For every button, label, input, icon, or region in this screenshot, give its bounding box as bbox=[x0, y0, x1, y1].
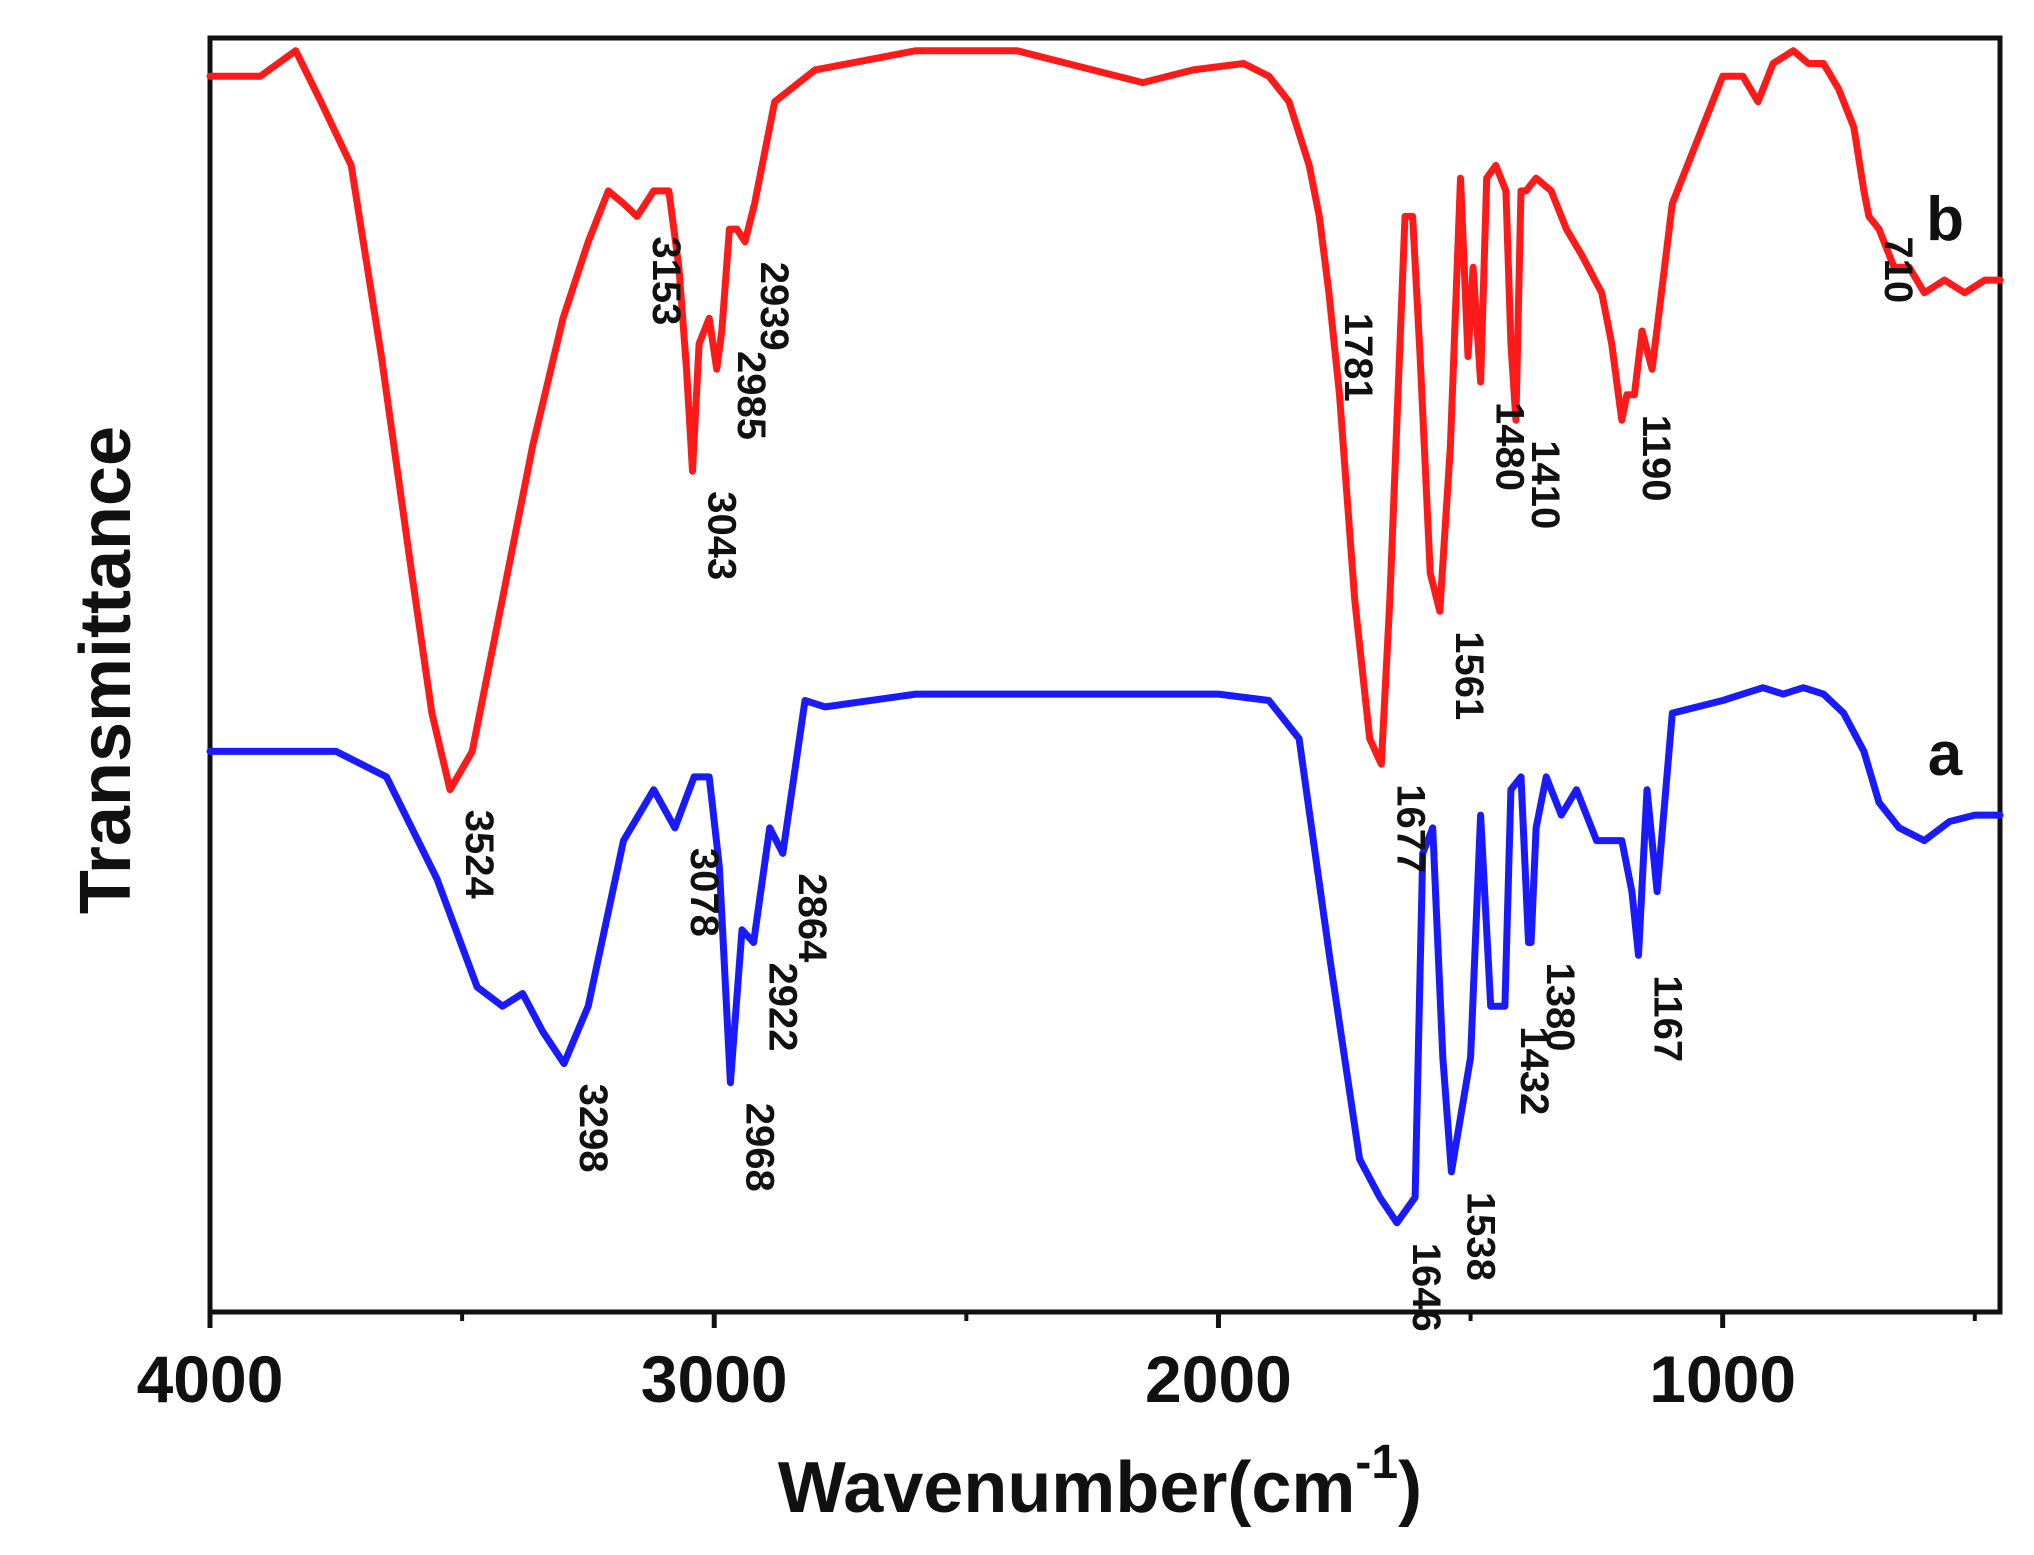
series-layer bbox=[206, 47, 2004, 1227]
peak-label-b: 1677 bbox=[1388, 784, 1432, 873]
axis-titles: Wavenumber(cm-1) Transmittance bbox=[66, 426, 1422, 1528]
x-tick-label: 4000 bbox=[137, 1342, 284, 1416]
x-tick-label: 2000 bbox=[1145, 1342, 1292, 1416]
plot-frame bbox=[207, 35, 2003, 1315]
x-tick-label: 1000 bbox=[1649, 1342, 1796, 1416]
peak-label-a: 2922 bbox=[761, 963, 805, 1052]
peak-label-b: 2985 bbox=[729, 351, 773, 440]
x-axis-title-main: Wavenumber(cm bbox=[778, 1448, 1355, 1528]
peak-label-a: 1380 bbox=[1538, 963, 1582, 1052]
x-axis-title: Wavenumber(cm-1) bbox=[778, 1436, 1422, 1528]
series-line-a bbox=[206, 684, 2004, 1227]
plot-border bbox=[207, 35, 2003, 1315]
peak-label-b: 1781 bbox=[1336, 313, 1380, 402]
series-line-b bbox=[206, 47, 2004, 794]
peak-label-a: 2968 bbox=[737, 1103, 781, 1192]
x-tick-label: 3000 bbox=[641, 1342, 788, 1416]
peak-label-a: 3078 bbox=[682, 848, 726, 937]
peak-label-b: 710 bbox=[1876, 236, 1920, 303]
peak-label-b: 1480 bbox=[1488, 402, 1532, 491]
peak-label-b: 1190 bbox=[1634, 415, 1678, 502]
peak-label-b: 3043 bbox=[700, 491, 744, 580]
x-axis-title-suffix: ) bbox=[1398, 1448, 1422, 1528]
curve-tag-a: a bbox=[1928, 720, 1963, 789]
peak-label-a: 1432 bbox=[1512, 1026, 1556, 1115]
peak-label-a: 1167 bbox=[1646, 975, 1690, 1062]
peak-label-a: 1646 bbox=[1404, 1243, 1448, 1332]
peak-label-b: 3153 bbox=[644, 236, 688, 325]
x-axis-title-superscript: -1 bbox=[1355, 1436, 1398, 1489]
peak-label-b: 1561 bbox=[1447, 631, 1491, 720]
peak-label-b: 3524 bbox=[457, 810, 501, 900]
peak-label-a: 2864 bbox=[790, 873, 834, 963]
peak-label-b: 1410 bbox=[1523, 440, 1567, 529]
peak-label-a: 3298 bbox=[571, 1084, 615, 1173]
curve-tag-b: b bbox=[1926, 185, 1964, 254]
x-ticks: 4000 3000 2000 1000 bbox=[137, 1312, 1977, 1416]
peak-label-a: 1538 bbox=[1458, 1192, 1502, 1281]
y-axis-title: Transmittance bbox=[66, 426, 146, 914]
peak-label-b: 2939 bbox=[752, 262, 796, 351]
